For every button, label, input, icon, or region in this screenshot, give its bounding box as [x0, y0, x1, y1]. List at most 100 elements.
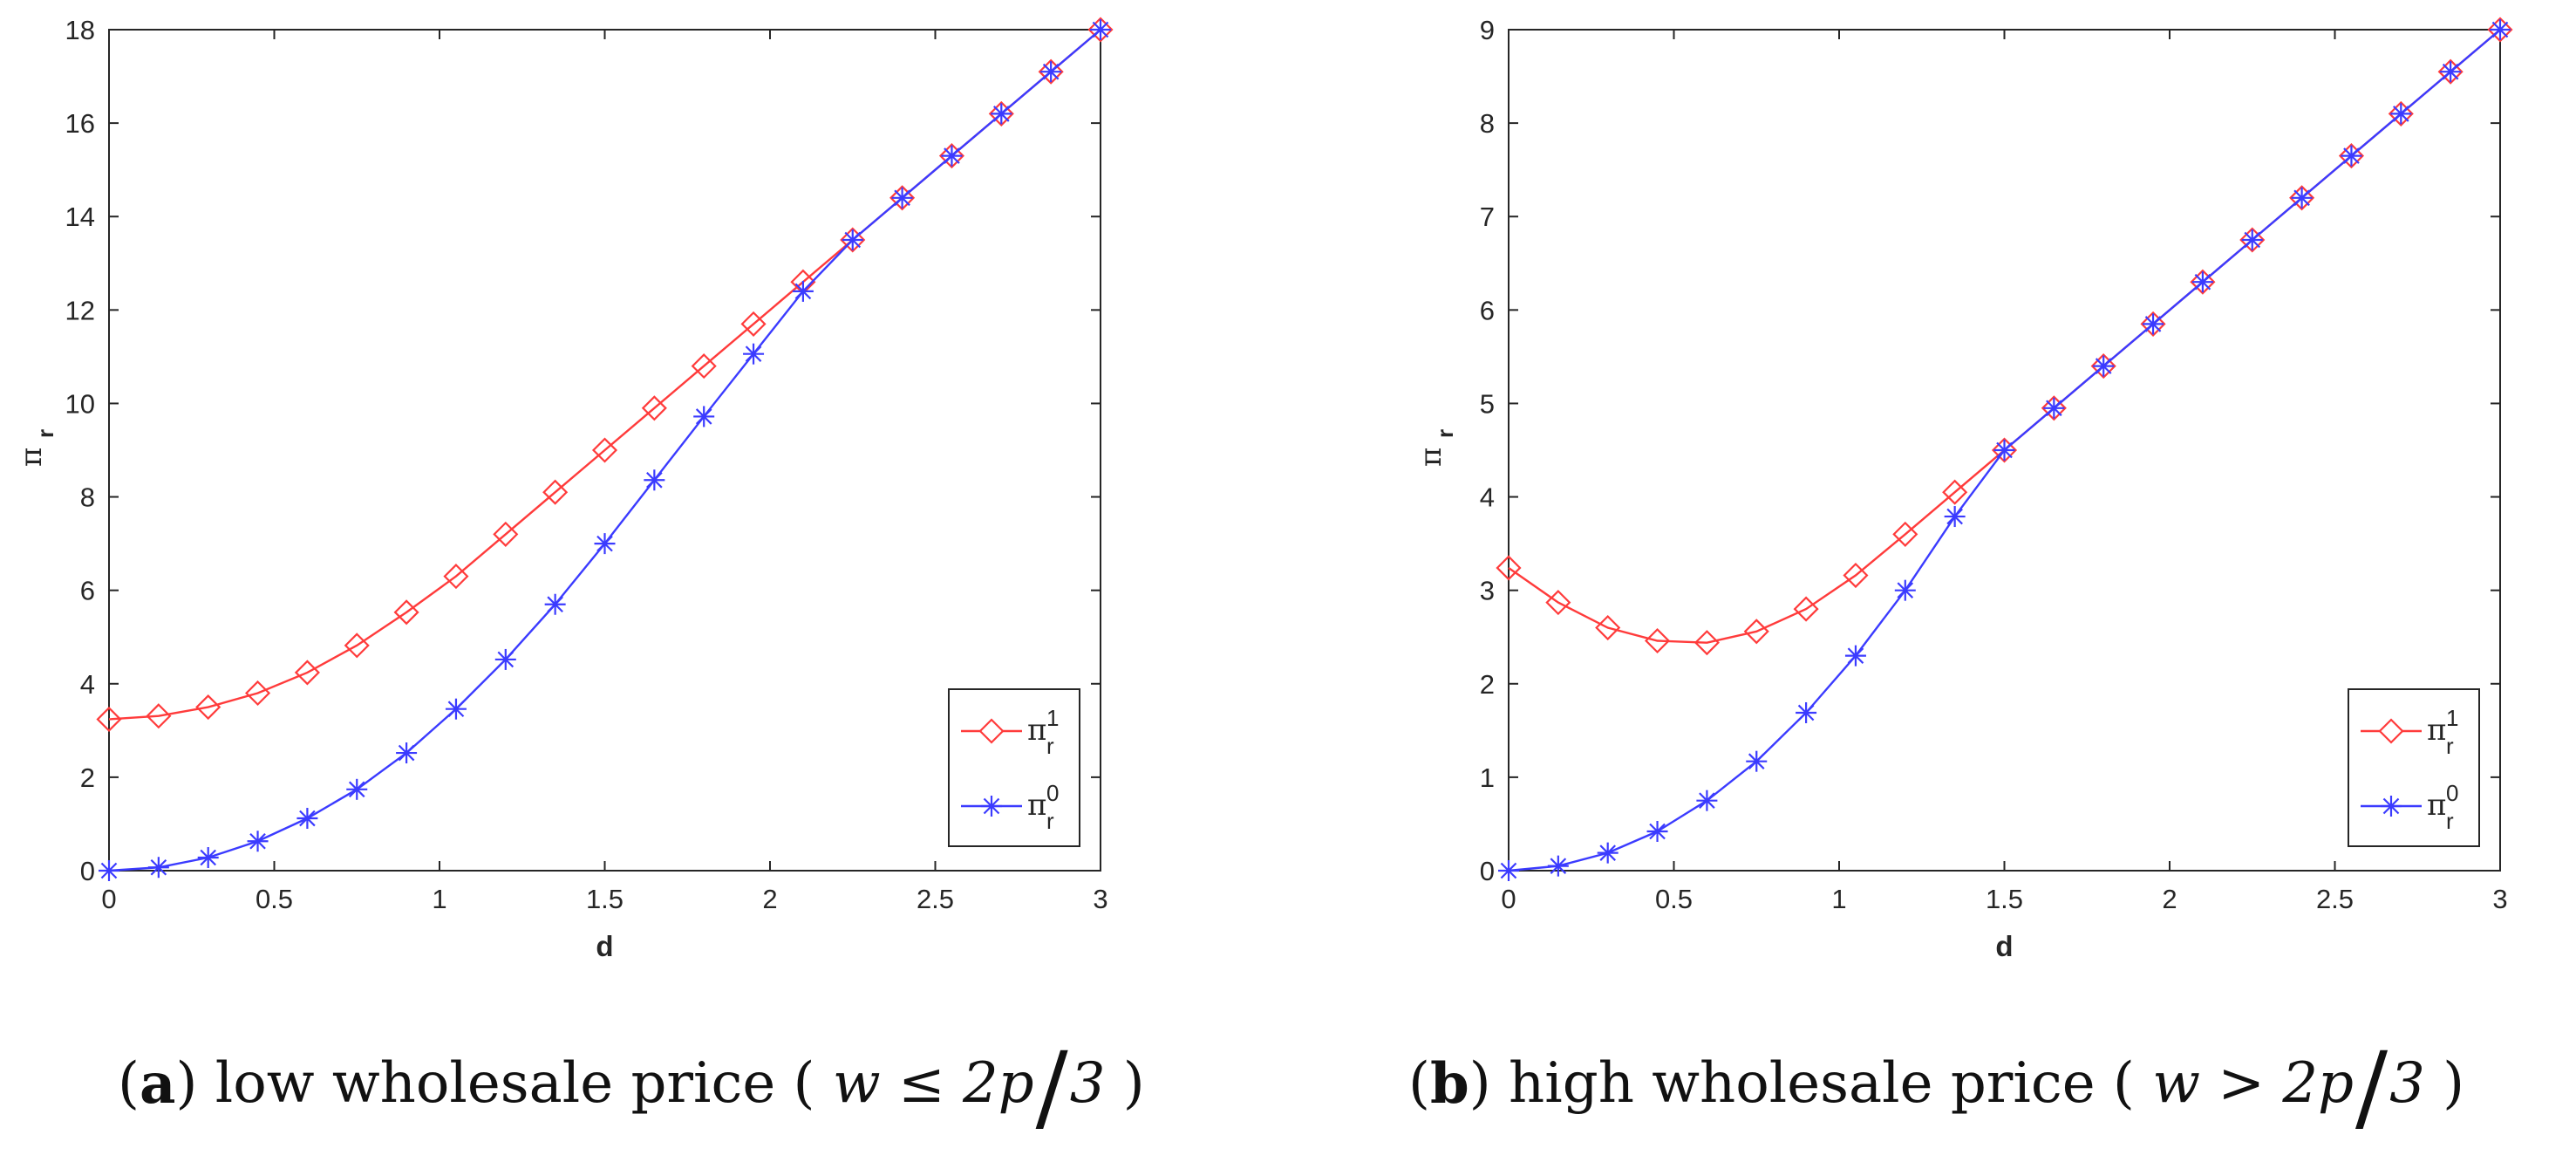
chart-a-point-diamond — [740, 311, 767, 337]
chart-b-ytick-label: 6 — [1480, 295, 1495, 325]
chart-b-point-asterisk — [1646, 821, 1668, 843]
chart-b-point-diamond — [1892, 521, 1918, 547]
chart-a-point-asterisk — [891, 187, 913, 209]
chart-b-point-diamond — [2140, 311, 2166, 337]
chart-b-xlabel: d — [1995, 930, 2013, 962]
chart-b-point-asterisk — [1696, 790, 1718, 811]
chart-b-point-diamond — [1693, 630, 1720, 656]
chart-b-point-diamond — [1545, 590, 1571, 616]
chart-b-point-diamond — [2190, 269, 2216, 295]
chart-b-ylabel-subscript: r — [1432, 429, 1458, 438]
chart-a-point-diamond — [294, 660, 320, 686]
chart-a-xtick-label: 1.5 — [586, 884, 624, 914]
chart-a-point-diamond — [691, 353, 717, 379]
chart-a-legend — [948, 688, 1080, 847]
chart-a-ytick-label: 0 — [80, 856, 95, 886]
chart-a-point-diamond — [988, 100, 1014, 126]
chart-b-ytick-label: 5 — [1480, 388, 1495, 419]
chart-a-legend-sub: r — [1046, 808, 1054, 834]
chart-b-point-asterisk — [1746, 750, 1768, 772]
chart-a-ytick-label: 2 — [80, 762, 95, 793]
chart-b-point-asterisk — [2291, 187, 2313, 209]
chart-a-ytick-label: 12 — [65, 295, 95, 325]
chart-a-point-diamond — [344, 632, 370, 659]
chart-b-point-asterisk — [1547, 855, 1569, 877]
chart-b-point-diamond — [1942, 479, 1968, 505]
chart-b-legend — [2348, 688, 2480, 847]
caption-a-math-denom: 3 — [1069, 1051, 1106, 1116]
chart-b-point-asterisk — [2390, 103, 2412, 125]
caption-b-text: high wholesale price — [1509, 1051, 2096, 1116]
chart-b-point-asterisk — [1993, 440, 2015, 461]
chart-a-point-asterisk — [792, 280, 814, 302]
chart-b-legend-asterisk — [2381, 796, 2402, 817]
chart-b-xtick-label: 0.5 — [1655, 884, 1693, 914]
chart-a-legend-symbol: π — [1027, 788, 1046, 823]
chart-b-point-diamond — [1644, 627, 1671, 654]
chart-b-ytick-label: 1 — [1480, 762, 1495, 793]
chart-a-legend-asterisk — [981, 796, 1002, 817]
caption-b-math-numer: w > 2p — [2152, 1051, 2354, 1116]
chart-b-point-asterisk — [2191, 271, 2213, 293]
chart-a-point-diamond — [443, 564, 469, 590]
chart-b-point-asterisk — [1894, 579, 1916, 601]
chart-a-point-diamond — [1038, 58, 1064, 85]
chart-b-xtick-label: 1.5 — [1986, 884, 2023, 914]
chart-b-ytick-label: 7 — [1480, 202, 1495, 232]
chart-b-legend-symbol: π — [2427, 788, 2446, 823]
chart-b-ylabel-symbol: π — [1414, 448, 1448, 467]
chart-b-ytick-label: 4 — [1480, 482, 1495, 513]
chart-a-xtick-label: 0.5 — [256, 884, 293, 914]
chart-a-ytick-label: 18 — [65, 15, 95, 45]
chart-b-legend-sub: r — [2446, 808, 2454, 834]
caption-a-math-numer: w ≤ 2p — [832, 1051, 1034, 1116]
chart-b-point-diamond — [2239, 227, 2266, 253]
chart-a-point-asterisk — [445, 698, 467, 720]
chart-panel-a: 0 0.5 1 1.5 2 2.5 3 0 2 4 6 8 10 12 14 16 18 d π r π 1 r π 0 r — [0, 0, 1221, 995]
chart-a-point-asterisk — [99, 860, 119, 881]
chart-a-xlabel: d — [596, 930, 613, 962]
chart-a-point-asterisk — [644, 469, 665, 491]
chart-a-point-asterisk — [594, 533, 616, 555]
caption-a-text: low wholesale price — [215, 1051, 776, 1116]
chart-b-ytick-label: 9 — [1480, 15, 1495, 45]
chart-a-point-diamond — [641, 395, 667, 421]
chart-a-point-diamond — [195, 694, 221, 721]
chart-b-ytick-label: 8 — [1480, 108, 1495, 139]
chart-a-point-diamond — [493, 521, 519, 547]
chart-a-point-diamond — [938, 143, 965, 169]
chart-a-ytick-label: 4 — [80, 669, 95, 700]
chart-b-legend-sub: r — [2446, 733, 2454, 759]
chart-b-xtick-label: 3 — [2492, 884, 2507, 914]
chart-a-point-asterisk — [197, 847, 219, 869]
chart-a-point-asterisk — [396, 742, 418, 764]
chart-b-point-asterisk — [2241, 229, 2263, 250]
chart-b-point-diamond — [1793, 596, 1819, 622]
chart-a-xtick-label: 3 — [1093, 884, 1107, 914]
chart-a-point-diamond — [146, 703, 172, 729]
chart-a-point-diamond — [244, 680, 271, 707]
chart-b-point-asterisk — [1796, 701, 1817, 723]
chart-b-point-asterisk — [2341, 145, 2362, 167]
chart-a-point-asterisk — [693, 406, 715, 427]
chart-a-point-diamond — [1087, 17, 1114, 43]
chart-b-point-diamond — [1991, 437, 2018, 463]
chart-b-point-asterisk — [2043, 397, 2065, 419]
chart-b-xtick-label: 2.5 — [2316, 884, 2354, 914]
chart-a-point-asterisk — [494, 648, 516, 670]
chart-a-legend-sup: 0 — [1046, 780, 1059, 806]
caption-b: (b) high wholesale price ( w > 2p/3 ) — [1408, 1031, 2465, 1143]
chart-b-ytick-label: 3 — [1480, 576, 1495, 606]
chart-b-point-asterisk — [2093, 355, 2115, 377]
chart-b-ytick-label: 0 — [1480, 856, 1495, 886]
chart-b-point-diamond — [2041, 395, 2067, 421]
chart-b-ylabel: πr — [1414, 429, 1458, 467]
chart-a-ytick-label: 16 — [65, 108, 95, 139]
chart-b-point-diamond — [2388, 100, 2414, 126]
chart-a-point-diamond — [889, 185, 916, 211]
chart-a-xtick-label: 2 — [762, 884, 777, 914]
chart-a-legend-diamond — [978, 718, 1005, 744]
chart-b-point-asterisk — [2490, 19, 2511, 40]
chart-b-xtick-label: 0 — [1501, 884, 1516, 914]
